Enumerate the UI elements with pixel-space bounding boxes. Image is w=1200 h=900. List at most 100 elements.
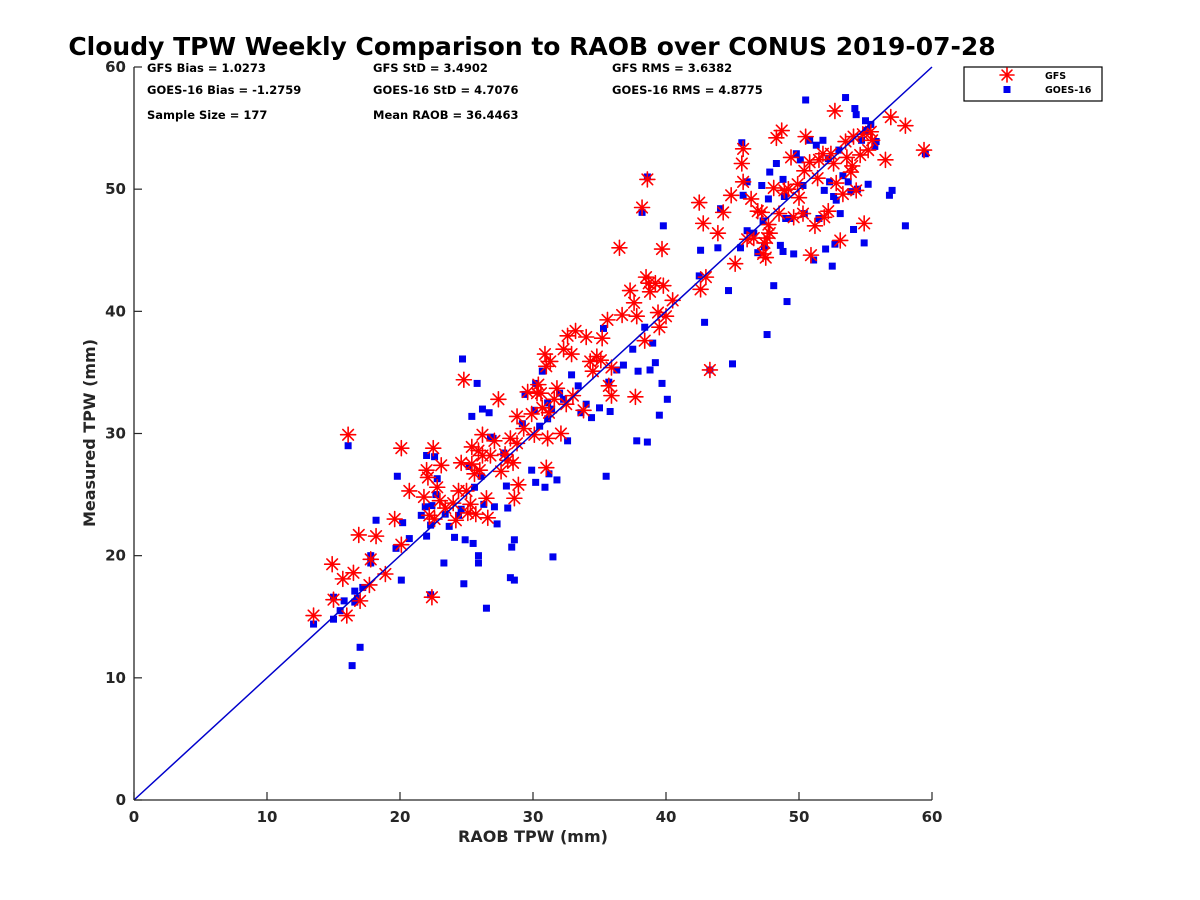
goes-16-point	[842, 94, 850, 102]
goes-16-point	[541, 483, 549, 491]
legend-box	[963, 66, 1103, 102]
goes-16-point	[872, 138, 880, 146]
gfs-point	[603, 387, 620, 404]
goes-16-point	[851, 105, 859, 113]
stat-gfs-std: GFS StD = 3.4902	[373, 61, 488, 75]
goes-16-point	[431, 453, 439, 461]
gfs-point	[559, 327, 576, 345]
gfs-point	[506, 489, 523, 507]
goes-16-point	[629, 345, 637, 353]
goes-16-point	[651, 359, 659, 367]
gfs-point	[834, 185, 852, 203]
gfs-point	[826, 102, 844, 120]
gfs-point	[831, 232, 849, 249]
gfs-point	[537, 459, 555, 477]
goes-16-point	[783, 298, 791, 306]
y-tick-label: 10	[105, 669, 126, 687]
goes-16-point	[392, 544, 400, 552]
gfs-point	[496, 445, 514, 463]
gfs-point	[627, 388, 644, 406]
goes-16-point	[763, 331, 771, 339]
x-tick-label: 40	[656, 808, 677, 826]
gfs-point	[362, 551, 380, 568]
gfs-point	[350, 526, 368, 544]
goes-16-point	[440, 559, 448, 567]
gfs-point	[714, 204, 732, 221]
gfs-point	[655, 277, 672, 294]
gfs-point	[490, 390, 507, 408]
gfs-point	[423, 588, 441, 606]
gfs-point	[801, 153, 818, 171]
goes-16-point	[729, 360, 736, 368]
gfs-point	[599, 311, 616, 329]
goes-16-point	[701, 318, 709, 326]
goes-16-point	[528, 466, 536, 474]
gfs-point	[455, 371, 473, 389]
gfs-point	[733, 155, 751, 172]
goes-16-point	[574, 382, 582, 390]
gfs-point	[581, 353, 599, 370]
gfs-point	[555, 340, 572, 358]
gfs-point	[641, 283, 659, 301]
legend-gfs-label: GFS	[1045, 71, 1066, 82]
gfs-point	[639, 171, 656, 188]
gfs-point	[738, 230, 756, 248]
goes-16-point	[844, 178, 852, 186]
gfs-point	[536, 345, 554, 363]
gfs-point	[351, 592, 369, 610]
gfs-point	[877, 151, 894, 169]
goes-16-point	[532, 478, 540, 486]
goes-16-point	[544, 415, 552, 423]
gfs-point	[613, 306, 631, 324]
stat-gfs-rms: GFS RMS = 3.6382	[612, 61, 732, 75]
gfs-point	[797, 128, 814, 145]
gfs-point	[334, 570, 352, 588]
gfs-point	[486, 432, 503, 450]
y-tick-label: 60	[105, 58, 126, 76]
goes-16-point	[697, 246, 705, 254]
gfs-point	[753, 204, 771, 221]
goes-16-point	[743, 227, 751, 235]
legend-goes-marker	[1003, 86, 1011, 93]
goes-16-point	[831, 240, 839, 248]
goes-16-point	[502, 482, 510, 490]
goes-16-point	[485, 409, 493, 417]
goes-16-point	[766, 168, 774, 176]
goes-16-point	[858, 136, 866, 144]
goes-16-point	[613, 366, 621, 374]
goes-16-point	[634, 367, 642, 375]
goes-16-point	[582, 400, 590, 408]
goes-16-point	[451, 533, 459, 541]
goes-16-point	[482, 604, 490, 612]
goes-16-point	[344, 442, 352, 450]
goes-16-point	[455, 511, 463, 519]
gfs-point	[419, 469, 437, 486]
goes-16-point	[739, 191, 747, 199]
gfs-point	[796, 162, 813, 180]
goes-16-point	[599, 324, 607, 332]
gfs-point	[428, 478, 446, 496]
goes-16-point	[504, 504, 512, 512]
gfs-point	[584, 362, 602, 380]
y-axis-label: Measured TPW (mm)	[80, 339, 99, 527]
gfs-point	[367, 527, 385, 545]
goes-16-point	[852, 111, 860, 119]
goes-16-point	[782, 214, 790, 222]
goes-16-point	[864, 180, 872, 188]
goes-16-point	[423, 451, 431, 459]
gfs-point	[415, 488, 433, 506]
x-tick-label: 50	[789, 808, 810, 826]
y-tick-label: 50	[105, 180, 126, 198]
gfs-point	[838, 149, 856, 166]
gfs-point	[636, 332, 654, 349]
goes-16-point	[787, 214, 795, 222]
gfs-point	[697, 268, 715, 286]
gfs-point	[548, 379, 566, 397]
goes-16-point	[330, 615, 337, 623]
goes-16-point	[428, 502, 436, 510]
goes-16-point	[641, 323, 649, 331]
goes-16-point	[828, 262, 836, 270]
goes-16-point	[468, 412, 476, 420]
goes-16-point	[493, 520, 501, 528]
y-tick-label: 30	[105, 425, 126, 443]
